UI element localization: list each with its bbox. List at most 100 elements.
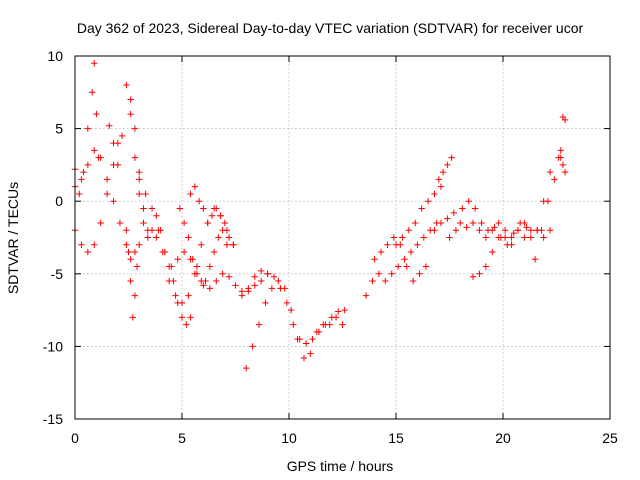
data-point — [76, 190, 83, 198]
data-point — [341, 306, 348, 314]
data-point — [200, 205, 207, 212]
data-point — [544, 198, 552, 205]
data-point — [84, 161, 92, 169]
data-point — [178, 314, 186, 321]
data-point — [446, 234, 453, 241]
plot-frame — [74, 55, 611, 420]
data-point — [136, 176, 143, 183]
y-axis-label: SDTVAR / TECUs — [5, 182, 21, 294]
data-point — [471, 205, 479, 212]
data-point — [555, 154, 562, 161]
data-point — [390, 234, 398, 241]
data-point — [217, 212, 224, 219]
data-point — [215, 234, 222, 241]
data-point — [420, 234, 428, 241]
data-point — [213, 277, 220, 285]
series-arc-o — [392, 183, 445, 248]
data-point — [257, 277, 265, 285]
series-arc-j — [187, 183, 237, 248]
y-tick-label: -15 — [43, 411, 63, 427]
data-point — [249, 343, 256, 350]
data-point — [202, 277, 209, 285]
data-point — [200, 282, 207, 289]
data-point — [307, 350, 314, 357]
data-point — [257, 267, 265, 275]
series-arc-n — [371, 234, 430, 285]
data-point — [78, 241, 85, 248]
data-point — [412, 219, 419, 227]
data-point — [180, 219, 188, 227]
data-point — [213, 205, 220, 212]
data-point — [561, 168, 569, 176]
data-point — [219, 227, 226, 234]
y-tick-labels: -15 -10 -5 0 5 10 — [43, 48, 63, 427]
data-point — [118, 132, 126, 140]
data-point — [484, 227, 492, 234]
series-arc-u — [555, 147, 569, 176]
data-point — [219, 270, 226, 277]
data-point — [369, 277, 376, 285]
x-tick-labels: 0 5 10 15 20 25 — [71, 430, 618, 446]
data-point — [277, 285, 284, 292]
data-point — [270, 273, 278, 280]
data-point — [174, 256, 181, 263]
data-point — [559, 161, 567, 169]
data-point — [255, 321, 263, 328]
data-point — [315, 328, 323, 336]
data-point — [489, 248, 496, 256]
data-point — [463, 224, 470, 231]
data-point — [127, 96, 134, 103]
data-point — [91, 147, 98, 154]
data-point — [409, 277, 417, 285]
data-point — [262, 299, 269, 307]
data-point — [116, 219, 124, 227]
x-tick-label: 5 — [178, 430, 186, 446]
data-point — [375, 270, 383, 277]
data-point — [238, 292, 246, 299]
data-point — [131, 125, 139, 132]
data-point — [435, 176, 442, 183]
data-point — [328, 314, 335, 321]
data-point — [243, 364, 250, 372]
data-point — [91, 241, 98, 248]
data-point — [123, 241, 130, 248]
data-point — [495, 234, 502, 241]
data-point — [422, 263, 430, 270]
data-point — [125, 248, 132, 256]
data-point — [335, 308, 342, 315]
data-point — [431, 227, 438, 234]
series-arc-e — [123, 227, 143, 321]
data-point — [193, 263, 201, 270]
data-point — [223, 241, 231, 248]
data-point — [371, 256, 378, 263]
series-arc-v — [559, 113, 569, 124]
data-point — [129, 314, 136, 321]
data-point — [103, 176, 111, 183]
data-point — [538, 227, 545, 234]
data-point — [110, 198, 117, 205]
data-point — [127, 277, 134, 285]
data-point — [377, 248, 385, 256]
data-point — [450, 209, 457, 217]
data-point — [482, 263, 490, 270]
data-point — [424, 198, 432, 205]
data-point — [416, 270, 423, 277]
series-arc-p — [435, 154, 455, 183]
data-point — [95, 154, 102, 161]
data-point — [384, 241, 391, 248]
data-point — [221, 219, 228, 227]
y-tick-label: 5 — [55, 121, 63, 137]
data-point — [142, 190, 149, 198]
series-arc-t — [531, 154, 564, 263]
data-point — [414, 241, 421, 248]
series-arc-h — [153, 205, 237, 307]
data-point — [106, 122, 113, 129]
data-point — [275, 277, 282, 285]
data-point — [93, 110, 100, 118]
data-point — [155, 227, 162, 234]
data-point — [153, 212, 160, 219]
data-point — [418, 205, 425, 212]
data-point — [148, 205, 156, 212]
series-arc-r — [446, 198, 530, 248]
data-point — [103, 190, 111, 198]
